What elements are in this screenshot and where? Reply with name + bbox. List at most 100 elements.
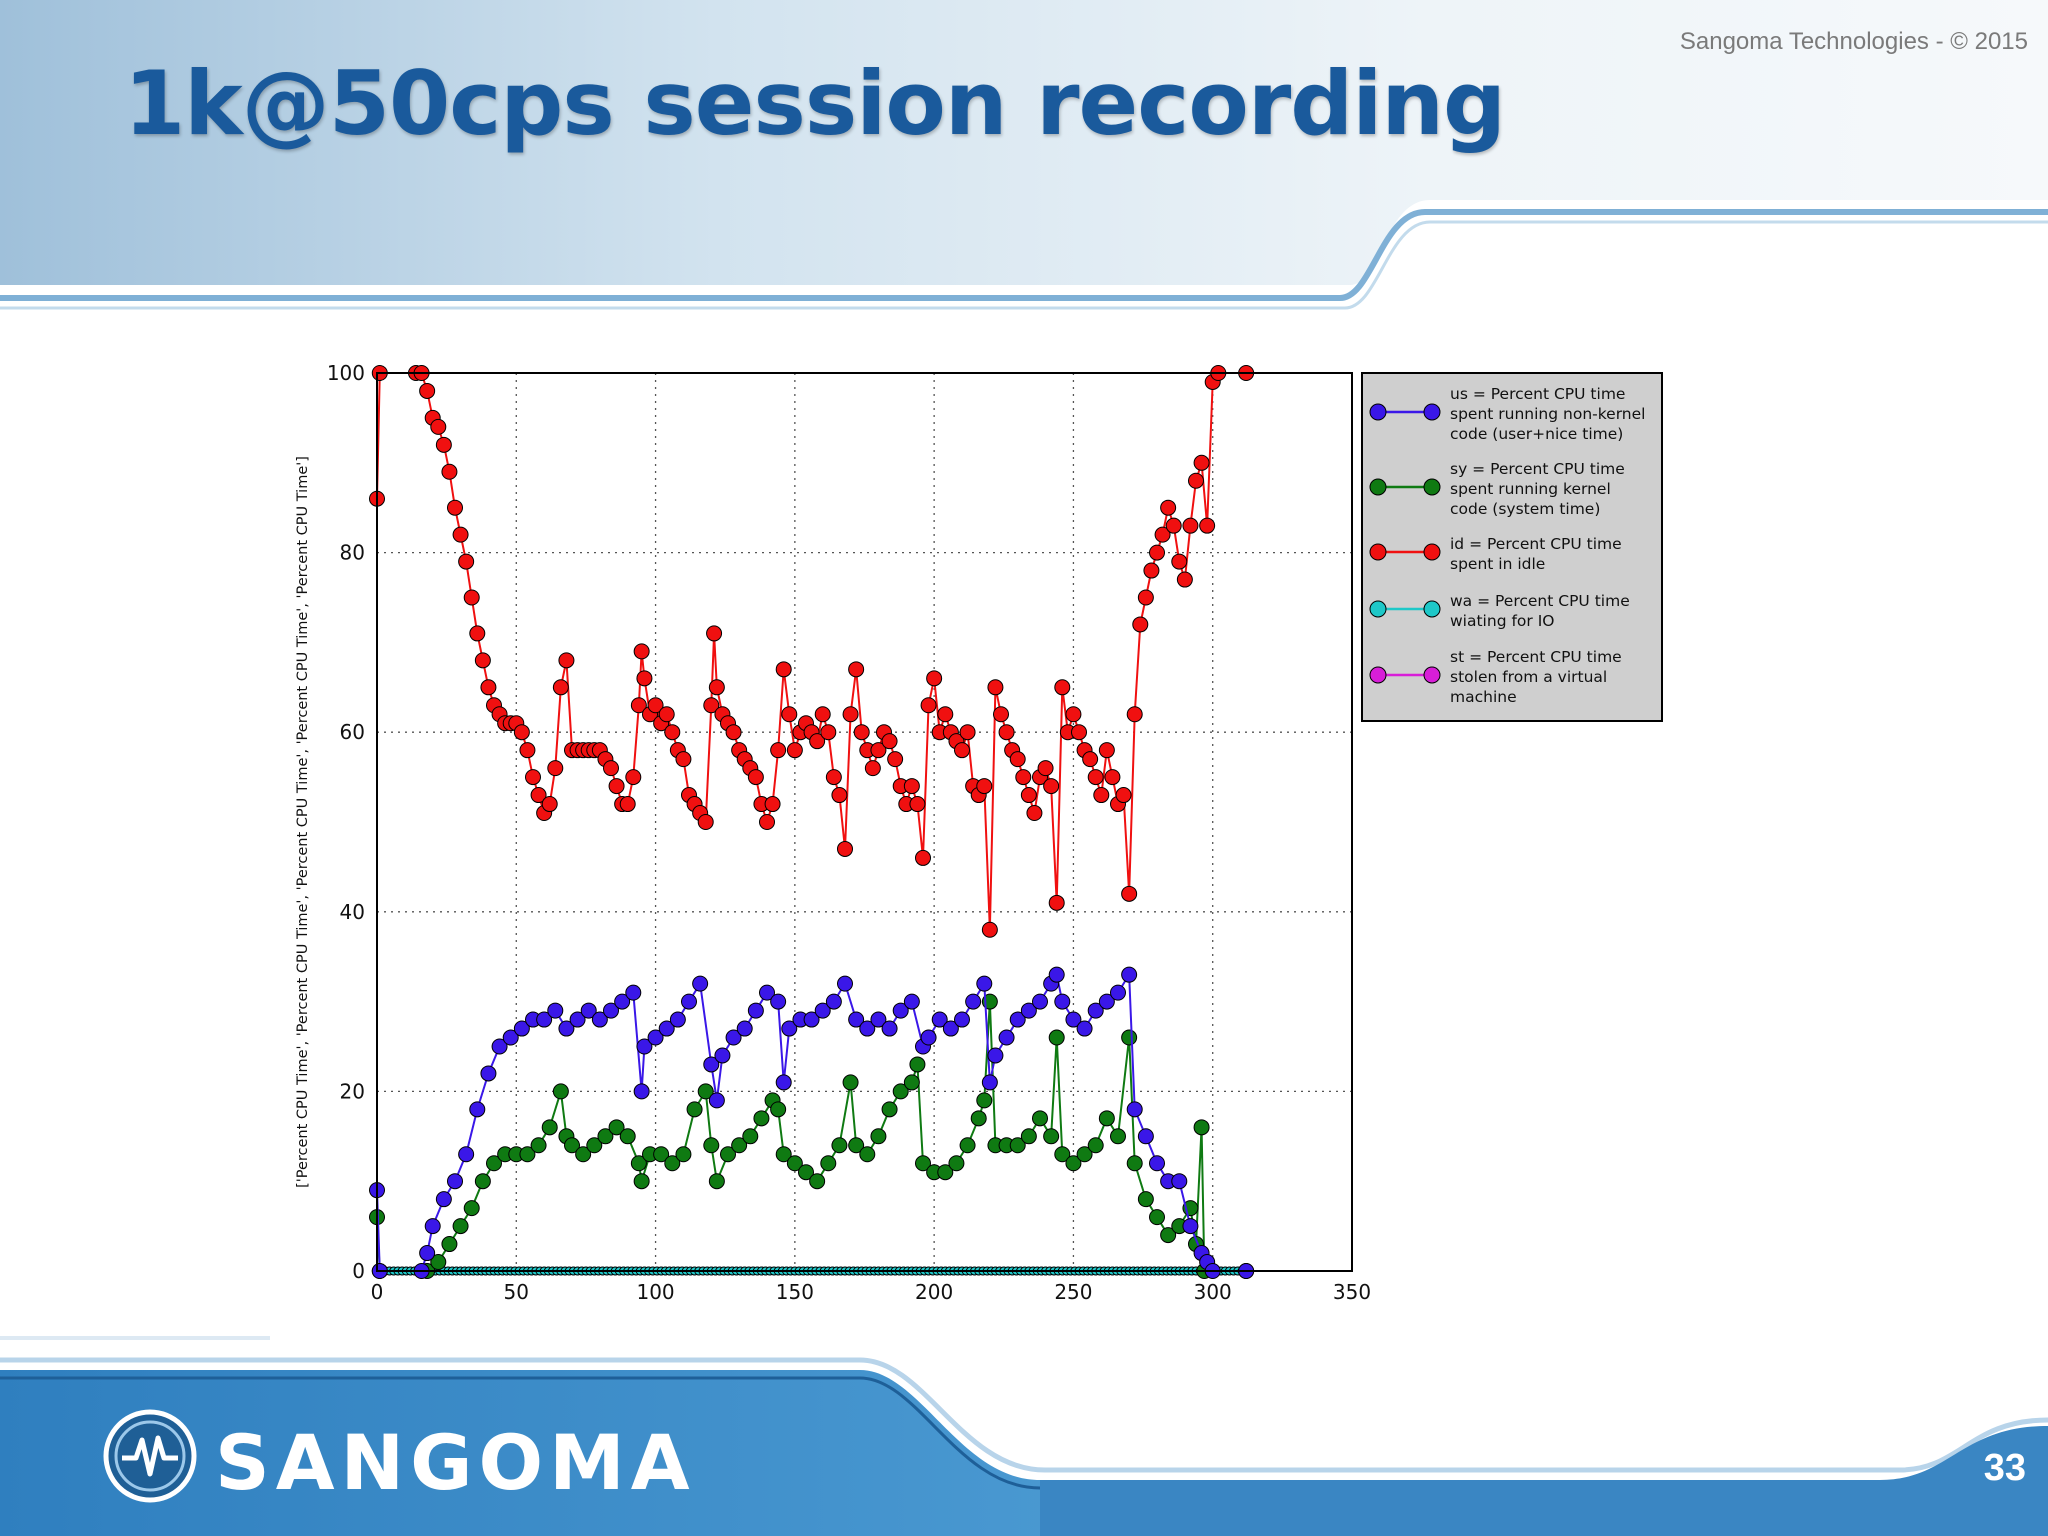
data-point-id <box>1171 553 1188 570</box>
data-point-id <box>1149 544 1165 561</box>
data-point-us <box>1048 966 1065 983</box>
copyright-text: Sangoma Technologies - © 2015 <box>1679 28 2028 55</box>
data-point-us <box>435 1191 452 1208</box>
data-point-id <box>786 742 803 759</box>
data-point-sy <box>870 1128 887 1145</box>
data-point-sy <box>486 1155 502 1172</box>
data-point-us <box>837 975 853 992</box>
data-point-id <box>1020 787 1037 804</box>
data-point-sy <box>633 1173 650 1190</box>
data-point-id <box>825 769 842 786</box>
legend-label: spent running non-kernel <box>1450 405 1645 423</box>
x-tick-label: 50 <box>504 1280 529 1304</box>
data-point-id <box>1132 616 1149 633</box>
data-point-us <box>424 1218 441 1235</box>
data-point-us <box>1110 984 1126 1001</box>
data-point-id <box>725 724 742 741</box>
data-point-us <box>547 1002 564 1019</box>
data-point-us <box>931 1011 948 1028</box>
x-tick-label: 200 <box>915 1280 953 1304</box>
data-point-sy <box>753 1110 770 1127</box>
data-point-sy <box>848 1137 865 1154</box>
data-point-sy <box>881 1101 898 1118</box>
header-background <box>0 0 2048 320</box>
legend-swatch-marker <box>1423 600 1441 618</box>
data-point-id <box>1037 760 1054 777</box>
data-point-id <box>419 382 436 399</box>
data-point-id <box>837 840 853 857</box>
y-axis-label-group: ['Percent CPU Time', 'Percent CPU Time',… <box>295 456 311 1188</box>
data-point-id <box>1143 562 1160 579</box>
data-point-us <box>447 1173 463 1190</box>
data-point-id <box>1115 787 1132 804</box>
data-point-id <box>814 706 831 723</box>
legend-item-st: st = Percent CPU time stolen from a virt… <box>1369 648 1622 706</box>
data-point-sy <box>703 1137 720 1154</box>
data-point-sy <box>664 1155 681 1172</box>
data-point-sy <box>1126 1155 1143 1172</box>
data-point-sy <box>720 1146 736 1163</box>
data-point-id <box>1082 751 1099 768</box>
data-point-sy <box>608 1119 625 1136</box>
data-point-id <box>430 418 447 435</box>
data-point-us <box>580 1002 597 1019</box>
data-point-us <box>491 1038 508 1055</box>
data-point-id <box>469 625 486 642</box>
data-point-id <box>463 589 480 606</box>
data-point-sy <box>630 1155 647 1172</box>
data-point-id <box>1160 499 1177 516</box>
data-point-id <box>633 643 650 660</box>
data-point-sy <box>742 1128 759 1145</box>
data-point-id <box>1165 517 1182 534</box>
data-point-id <box>770 742 787 759</box>
data-point-us <box>1020 1002 1037 1019</box>
data-point-sy <box>519 1146 536 1163</box>
data-point-id <box>987 679 1004 696</box>
data-point-id <box>1009 751 1026 768</box>
data-point-sy <box>937 1164 954 1181</box>
data-point-us <box>558 1020 575 1037</box>
data-point-id <box>915 849 931 866</box>
data-point-id <box>630 697 647 714</box>
data-point-id <box>547 760 564 777</box>
data-point-sy <box>970 1110 987 1127</box>
data-point-sy <box>653 1146 670 1163</box>
data-point-id <box>1026 805 1043 822</box>
data-point-id <box>625 769 642 786</box>
data-point-sy <box>697 1083 714 1100</box>
data-point-id <box>664 724 681 741</box>
data-point-id <box>1126 706 1143 723</box>
data-point-id <box>981 921 998 938</box>
data-point-us <box>480 1065 497 1082</box>
x-tick-label: 100 <box>636 1280 674 1304</box>
data-point-us <box>775 1074 792 1091</box>
y-tick-label: 40 <box>340 900 365 924</box>
data-point-sy <box>708 1173 725 1190</box>
data-point-us <box>1126 1101 1143 1118</box>
legend-item-us: us = Percent CPU time spent running non-… <box>1369 385 1645 443</box>
data-point-us <box>536 1011 553 1028</box>
data-point-id <box>619 796 636 813</box>
data-point-us <box>614 993 631 1010</box>
data-point-sy <box>1048 1029 1065 1046</box>
data-point-id <box>909 796 926 813</box>
data-point-sy <box>775 1146 792 1163</box>
data-point-us <box>1182 1218 1199 1235</box>
data-point-id <box>1048 894 1065 911</box>
data-point-us <box>803 1011 820 1028</box>
data-point-us <box>814 1002 831 1019</box>
data-point-id <box>1015 769 1032 786</box>
data-point-us <box>981 1074 998 1091</box>
legend-label: us = Percent CPU time <box>1450 385 1625 403</box>
series-layer <box>369 365 1255 1279</box>
y-tick-label: 20 <box>340 1079 365 1103</box>
data-point-id <box>647 697 664 714</box>
data-point-id <box>608 778 625 795</box>
slide-title: 1k@50cps session recording <box>124 52 1506 155</box>
data-point-sy <box>859 1146 876 1163</box>
data-point-us <box>647 1029 664 1046</box>
legend-swatch-marker <box>1423 478 1441 496</box>
data-point-sy <box>948 1155 965 1172</box>
data-point-us <box>625 984 642 1001</box>
data-point-id <box>1182 517 1199 534</box>
